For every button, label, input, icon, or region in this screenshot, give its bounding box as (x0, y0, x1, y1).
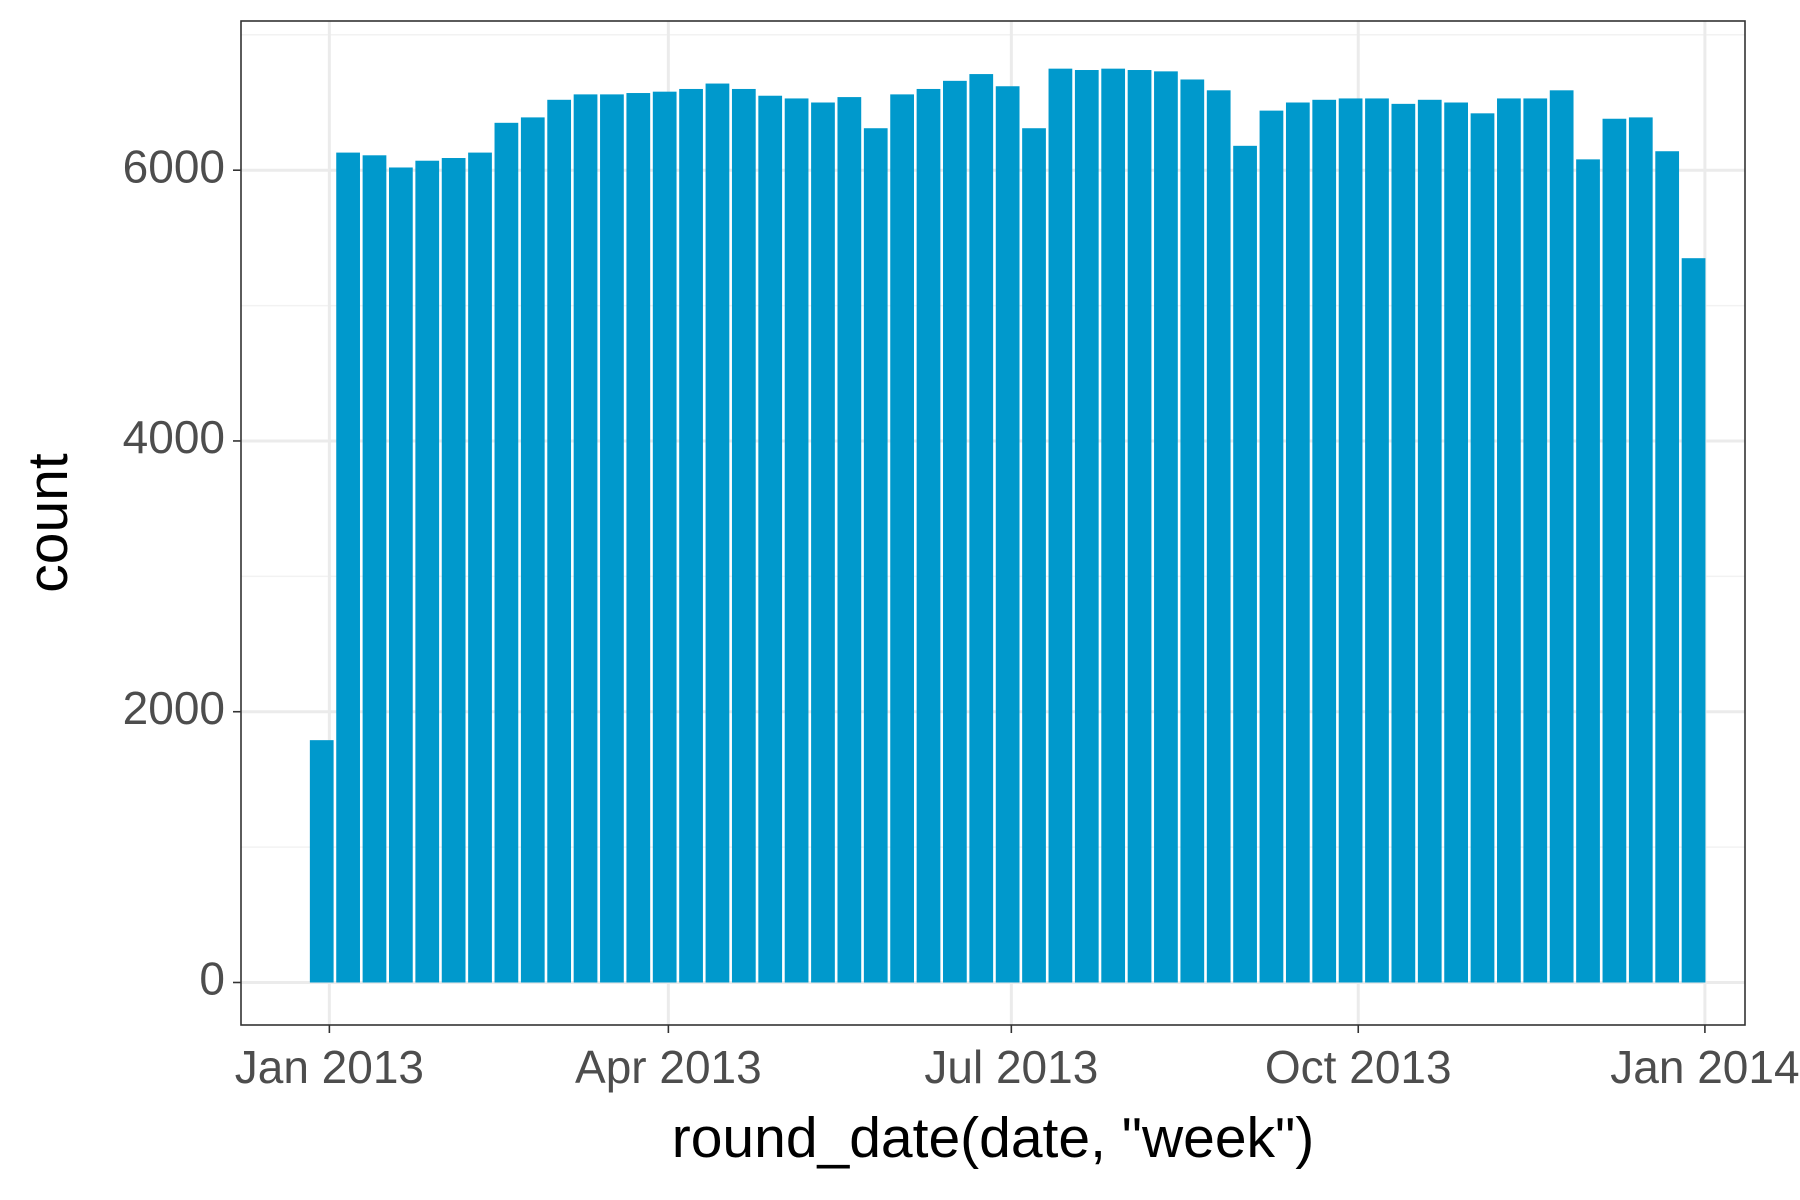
bar (969, 74, 994, 983)
bar (388, 167, 413, 983)
bar (1655, 151, 1680, 983)
bar (1233, 145, 1257, 983)
y-tick-label: 4000 (123, 411, 225, 463)
bar (520, 117, 545, 983)
bar (943, 80, 967, 983)
bar (652, 91, 677, 983)
bar (1180, 79, 1205, 983)
bar (1338, 98, 1363, 983)
bar (916, 88, 941, 983)
bar (1470, 113, 1495, 983)
bar (1417, 99, 1442, 983)
x-tick-label: Jan 2013 (235, 1041, 424, 1093)
bar (1444, 102, 1468, 983)
bar (1312, 99, 1337, 983)
panel-border (240, 20, 1746, 1026)
x-tick-label: Jul 2013 (924, 1041, 1098, 1093)
y-axis-title: count (16, 453, 80, 593)
bar (415, 160, 440, 983)
bar (1576, 159, 1600, 983)
bar (336, 152, 360, 983)
bar (1285, 102, 1310, 983)
x-tick-label: Apr 2013 (575, 1041, 762, 1093)
bar (863, 128, 888, 983)
bar (573, 94, 598, 983)
bar (1391, 103, 1416, 983)
bar (705, 83, 730, 983)
bar (1127, 70, 1152, 983)
bar (468, 152, 492, 983)
bar (679, 88, 703, 983)
bar (995, 86, 1020, 983)
bar (1022, 128, 1046, 983)
bar (1206, 90, 1231, 983)
bar (309, 740, 334, 983)
bar (1259, 110, 1284, 983)
bar (1681, 258, 1706, 983)
bar (626, 93, 651, 983)
bar (441, 158, 466, 983)
bar (1048, 68, 1073, 983)
labels: 0 2000 4000 6000 Jan 2013 Apr 2013 Jul 2013 Oct… (123, 140, 1800, 1093)
y-tick-label: 6000 (123, 140, 225, 192)
bar (1154, 71, 1178, 983)
bar (811, 102, 835, 983)
y-tick-label: 0 (199, 953, 225, 1005)
bar (362, 155, 387, 983)
bar (1365, 98, 1389, 983)
y-tick-label: 2000 (123, 682, 225, 734)
bars (309, 68, 1706, 983)
x-tick-label: Jan 2014 (1610, 1041, 1799, 1093)
bar (1602, 118, 1627, 983)
x-tick-label: Oct 2013 (1265, 1041, 1452, 1093)
bar (1523, 98, 1548, 983)
bar (731, 88, 756, 983)
bar (1628, 117, 1653, 983)
bar (784, 98, 809, 983)
bar (758, 95, 783, 983)
bar (547, 99, 572, 983)
x-axis-title: round_date(date, "week") (672, 1106, 1315, 1170)
bar (1101, 68, 1126, 983)
bar (1074, 70, 1099, 983)
bar (1549, 90, 1574, 983)
bar (1497, 98, 1521, 983)
bar (890, 94, 914, 983)
bar (600, 94, 624, 983)
bar (494, 122, 519, 983)
bar (837, 97, 862, 983)
